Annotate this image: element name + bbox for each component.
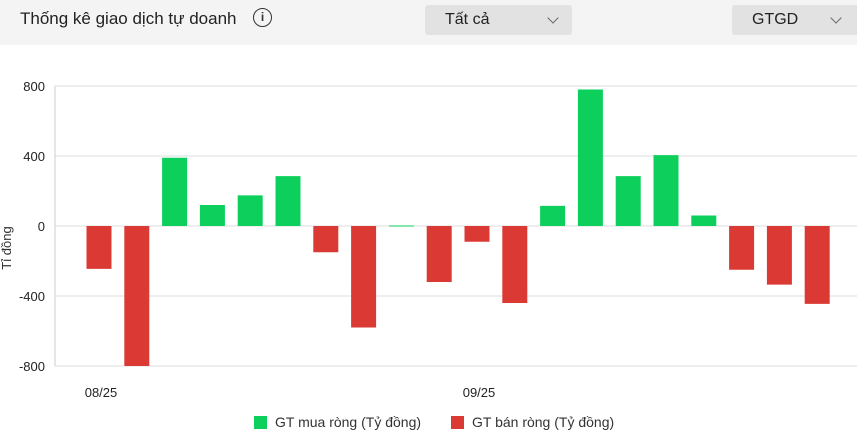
filter-select-value: Tất cả — [445, 11, 490, 28]
bar[interactable] — [691, 215, 717, 227]
legend-label-buy: GT mua ròng (Tỷ đồng) — [275, 414, 422, 430]
y-tick-label: -400 — [19, 289, 45, 304]
bar[interactable] — [275, 176, 301, 226]
x-tick-label: 09/25 — [463, 385, 496, 400]
bar[interactable] — [388, 225, 414, 227]
legend-item-buy[interactable]: GT mua ròng (Tỷ đồng) — [254, 414, 421, 430]
bar[interactable] — [86, 226, 112, 269]
legend-item-sell[interactable]: GT bán ròng (Tỷ đồng) — [451, 414, 614, 430]
legend: GT mua ròng (Tỷ đồng) GT bán ròng (Tỷ đồ… — [0, 414, 857, 432]
legend-label-sell: GT bán ròng (Tỷ đồng) — [472, 414, 615, 430]
legend-swatch-buy — [254, 415, 267, 429]
y-tick-label: 400 — [23, 149, 45, 164]
legend-swatch-sell — [451, 415, 464, 429]
bar[interactable] — [766, 226, 792, 285]
metric-select[interactable]: GTGD — [732, 5, 857, 35]
bars — [86, 89, 830, 366]
axes: 08/25 09/25 — [54, 86, 496, 400]
bar[interactable] — [615, 176, 641, 226]
bar[interactable] — [351, 226, 377, 328]
metric-select-value: GTGD — [752, 11, 799, 28]
y-tick-label: -800 — [19, 359, 45, 374]
filter-select[interactable]: Tất cả — [425, 5, 572, 35]
chevron-down-icon — [830, 12, 842, 24]
y-axis-label: Tỉ đồng — [0, 226, 14, 269]
x-tick-label: 08/25 — [85, 385, 118, 400]
bar[interactable] — [162, 157, 188, 226]
grid-lines: -800 -400 0 400 800 — [19, 79, 857, 374]
bar[interactable] — [729, 226, 755, 270]
bar[interactable] — [426, 226, 452, 282]
bar[interactable] — [199, 205, 225, 226]
bar[interactable] — [502, 226, 528, 303]
info-circle-icon[interactable]: i — [253, 8, 272, 27]
bar[interactable] — [464, 226, 490, 242]
bar[interactable] — [653, 155, 679, 226]
y-tick-label: 0 — [38, 219, 45, 234]
bar[interactable] — [540, 205, 566, 226]
net-trading-bar-chart: -800 -400 0 400 800 08/25 09/25 Tỉ đồng — [0, 79, 857, 400]
chevron-down-icon — [547, 12, 559, 24]
bar[interactable] — [237, 195, 263, 226]
header-bar: Thống kê giao dịch tự doanh i Tất cả GTG… — [0, 0, 857, 45]
bar[interactable] — [124, 226, 150, 366]
y-tick-label: 800 — [23, 79, 45, 94]
page-title: Thống kê giao dịch tự doanh — [20, 9, 237, 28]
bar[interactable] — [313, 226, 339, 253]
bar[interactable] — [577, 89, 603, 227]
bar[interactable] — [804, 226, 830, 304]
